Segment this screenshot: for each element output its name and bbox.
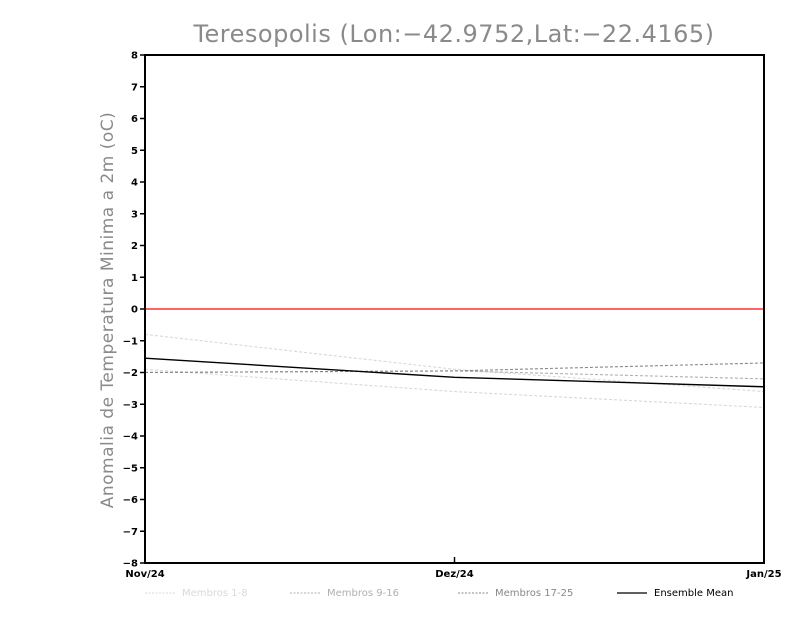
legend-label: Membros 17-25	[495, 588, 573, 599]
y-tick-label: 1	[131, 273, 138, 284]
y-tick-label: 7	[131, 82, 138, 93]
series-line-3	[144, 362, 765, 374]
series-line-1	[144, 368, 765, 408]
y-tick-label: 2	[131, 241, 138, 252]
y-tick-label: −7	[123, 527, 138, 538]
y-tick-label: −8	[123, 559, 138, 570]
series-line-4	[144, 357, 765, 388]
x-axis: Nov/24 Dez/24 Jan/25	[125, 557, 782, 580]
y-tick-label: −2	[123, 368, 138, 379]
series-line-2	[144, 370, 765, 380]
plot-area	[144, 54, 765, 564]
series-layer	[144, 333, 765, 408]
legend-label: Membros 9-16	[327, 588, 399, 599]
chart-title: Teresopolis (Lon:−42.9752,Lat:−22.4165)	[192, 20, 714, 48]
y-tick-label: 0	[131, 305, 138, 316]
legend: Membros 1-8 Membros 9-16 Membros 17-25 Ense…	[145, 588, 733, 599]
y-tick-label: 3	[131, 209, 138, 220]
x-tick-label: Nov/24	[125, 569, 164, 580]
y-tick-label: −6	[123, 495, 138, 506]
y-axis-label: Anomalia de Temperatura Minima a 2m (oC)	[98, 112, 118, 509]
x-tick-label: Jan/25	[745, 569, 781, 580]
legend-label: Membros 1-8	[182, 588, 248, 599]
y-tick-label: −4	[123, 432, 138, 443]
y-axis: 8 7 6 5 4 3 2 1 0 −1 −2 −3 −4 −5 −6 −7 −8	[123, 51, 145, 570]
y-tick-label: 6	[131, 114, 138, 125]
series-line-0	[144, 333, 765, 393]
y-tick-label: 4	[131, 178, 138, 189]
y-tick-label: −5	[123, 463, 138, 474]
x-tick-label: Dez/24	[435, 569, 474, 580]
legend-label: Ensemble Mean	[654, 588, 733, 599]
y-tick-label: −3	[123, 400, 138, 411]
y-tick-label: 5	[131, 146, 138, 157]
y-tick-label: 8	[131, 51, 138, 62]
y-tick-label: −1	[123, 336, 138, 347]
